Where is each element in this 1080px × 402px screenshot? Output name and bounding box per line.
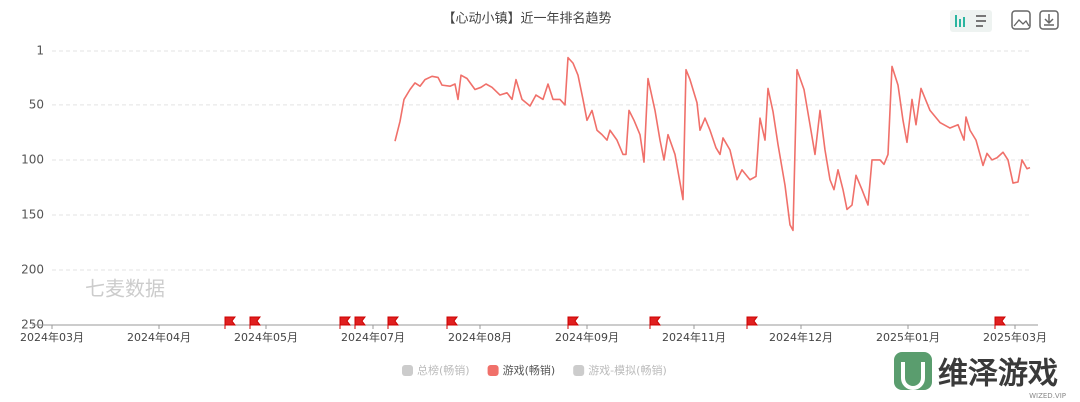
- event-flag: [387, 316, 399, 329]
- chart-title: 【心动小镇】近一年排名趋势: [442, 11, 611, 27]
- event-flag: [567, 316, 579, 329]
- y-tick-label: 200: [21, 262, 44, 276]
- event-flag: [446, 316, 458, 329]
- watermark: 七麦数据: [85, 277, 165, 301]
- event-flag: [354, 316, 366, 329]
- toolbar[interactable]: [950, 10, 1059, 32]
- brand-site: WIZED.VIP: [1029, 392, 1066, 400]
- event-flag: [249, 316, 261, 329]
- download-icon[interactable]: [1039, 10, 1059, 30]
- x-tick-label: 2024年04月: [127, 330, 191, 344]
- logo-icon: [894, 352, 932, 390]
- event-flag: [339, 316, 351, 329]
- image-glyph: [1013, 19, 1030, 27]
- list-icon: [976, 15, 986, 27]
- legend-label: 游戏(畅销): [503, 363, 556, 377]
- legend-swatch: [573, 365, 585, 376]
- x-tick-label: 2024年05月: [234, 330, 298, 344]
- event-flag: [994, 316, 1006, 329]
- x-tick-label: 2024年08月: [448, 330, 512, 344]
- download-glyph: [1044, 14, 1054, 26]
- event-flag: [649, 316, 661, 329]
- y-tick-label: 150: [21, 207, 44, 221]
- brand-name: 维泽游戏: [938, 357, 1058, 392]
- x-tick-label: 2024年11月: [662, 330, 726, 344]
- y-tick-label: 50: [29, 97, 44, 111]
- event-flag: [224, 316, 236, 329]
- x-tick-label: 2024年09月: [555, 330, 619, 344]
- bar-icon: [955, 15, 965, 27]
- logo: 维泽游戏 WIZED.VIP: [894, 352, 1066, 400]
- image-icon[interactable]: [1011, 10, 1031, 30]
- legend-swatch: [487, 365, 499, 376]
- line: [394, 56, 1031, 232]
- y-tick-label: 1: [36, 44, 44, 58]
- y-tick-label: 100: [21, 152, 44, 166]
- legend-label: 总榜(畅销): [417, 363, 470, 377]
- logo-glyph: [901, 362, 925, 390]
- legend-item[interactable]: 游戏(畅销): [487, 363, 556, 377]
- legend-swatch: [402, 365, 413, 376]
- x-tick-label: 2024年07月: [341, 330, 405, 344]
- x-tick-label: 2025年03月: [983, 330, 1047, 344]
- x-tick-label: 2024年12月: [769, 330, 833, 344]
- legend-item[interactable]: 总榜(畅销): [402, 363, 470, 377]
- x-tick-label: 2024年03月: [20, 330, 84, 344]
- legend-label: 游戏-模拟(畅销): [588, 363, 667, 377]
- x-tick-label: 2025年01月: [876, 330, 940, 344]
- legend-item[interactable]: 游戏-模拟(畅销): [573, 363, 667, 377]
- event-flag: [746, 316, 758, 329]
